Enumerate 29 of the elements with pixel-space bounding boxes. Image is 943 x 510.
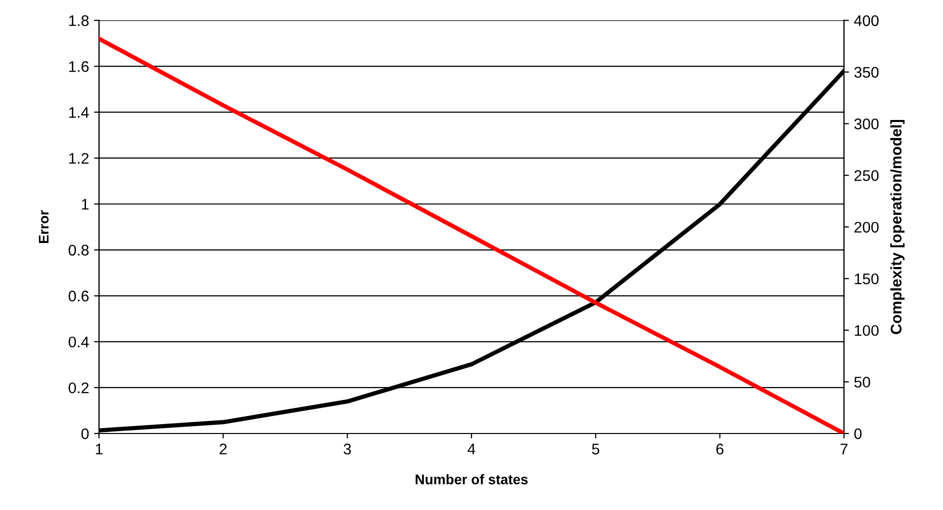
y2-tick-label: 200: [854, 222, 879, 233]
y2-tick-label: 250: [854, 170, 879, 181]
y-tick-label: 0.2: [68, 382, 89, 394]
y2-tick-label: 0: [854, 428, 862, 440]
x-tick-label: 7: [840, 444, 848, 454]
y-tick-label: 1.8: [69, 15, 89, 26]
y-tick-label: 1.2: [69, 152, 89, 164]
y-axis-title: Error: [38, 210, 49, 244]
x-tick-label: 2: [220, 444, 227, 454]
y-tick-label: 0.8: [68, 244, 89, 256]
x-axis-title: Number of states: [416, 474, 528, 484]
y2-tick-label: 350: [854, 66, 879, 78]
y2-tick-label: 100: [854, 325, 879, 336]
y2-tick-label: 150: [854, 273, 879, 284]
x-tick-label: 1: [96, 444, 103, 454]
y-tick-label: 1: [82, 199, 89, 210]
y-tick-label: 0: [81, 428, 89, 440]
y-tick-label: 0.4: [68, 336, 89, 348]
y2-tick-label: 50: [854, 376, 870, 388]
y2-tick-label: 300: [854, 118, 879, 130]
y-tick-label: 0.6: [68, 290, 89, 302]
x-tick-label: 6: [716, 444, 724, 454]
y2-tick-label: 400: [854, 15, 879, 26]
x-tick-label: 5: [592, 444, 600, 454]
x-tick-label: 3: [344, 444, 351, 454]
y2-axis-title: Complexity [operation/model]: [890, 120, 905, 334]
x-tick-label: 4: [468, 444, 476, 454]
y-tick-label: 1.6: [69, 61, 89, 72]
y-tick-label: 1.4: [69, 107, 89, 118]
